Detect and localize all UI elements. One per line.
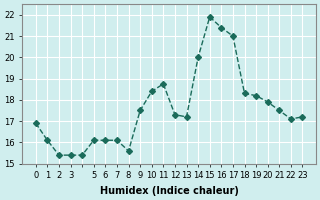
X-axis label: Humidex (Indice chaleur): Humidex (Indice chaleur) xyxy=(100,186,239,196)
